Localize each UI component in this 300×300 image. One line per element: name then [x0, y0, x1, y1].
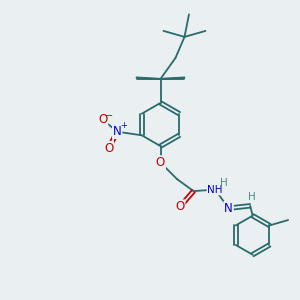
Text: O: O: [104, 142, 113, 155]
Text: O: O: [176, 200, 184, 213]
Text: O: O: [98, 113, 107, 126]
Text: N: N: [224, 202, 233, 215]
Text: O: O: [156, 156, 165, 169]
Text: N: N: [113, 125, 122, 138]
Text: NH: NH: [207, 184, 223, 195]
Text: +: +: [120, 121, 127, 130]
Text: −: −: [105, 111, 113, 121]
Text: H: H: [248, 192, 256, 203]
Text: H: H: [220, 178, 227, 188]
